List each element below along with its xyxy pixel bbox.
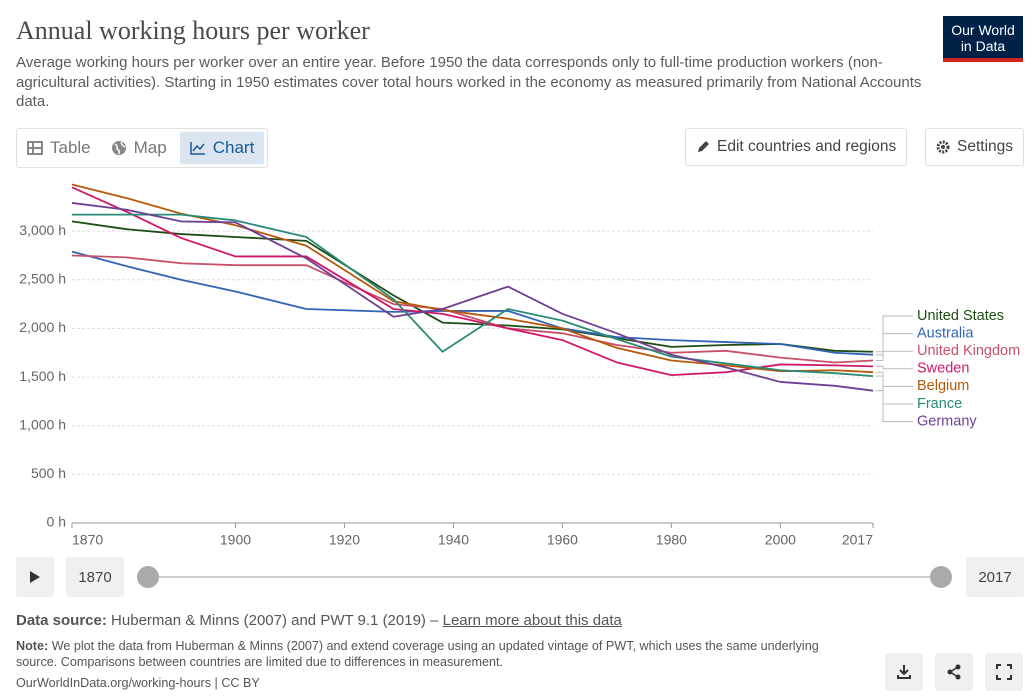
source-label: Data source: [16,612,107,629]
legend-label: United States [917,308,1004,324]
note-text: We plot the data from Huberman & Minns (… [16,639,819,669]
icon [936,140,950,154]
share-button[interactable] [935,653,973,691]
series-line [71,220,874,353]
y-tick-label: 1,500 h [19,368,66,384]
download-button[interactable] [885,653,923,691]
icon [947,664,961,680]
note: Note: We plot the data from Huberman & M… [16,638,836,670]
button-label: Settings [957,138,1014,155]
timeline-handle[interactable] [137,566,159,588]
note-label: Note: [16,639,49,653]
x-tick-label: 1920 [329,532,360,548]
y-tick-label: 1,000 h [19,416,66,432]
x-tick-label: 1870 [72,532,103,548]
series-line [72,213,874,377]
legend-label: Germany [917,413,977,429]
button-label: Edit countries and regions [717,138,897,155]
legend-label: Belgium [917,378,969,394]
legend-connector [876,390,913,423]
fullscreen-button[interactable] [985,653,1023,691]
x-tick-label: 1980 [656,532,687,548]
timeline-track [148,576,941,578]
tab[interactable]: Table [17,129,101,167]
logo[interactable]: Our World in Data [943,16,1023,62]
legend-connector [876,371,913,387]
y-tick-label: 0 h [47,514,66,530]
title: Annual working hours per worker [16,16,370,45]
logo-line: Our World [951,22,1015,38]
icon [996,664,1012,680]
icon [698,141,709,152]
legend-connector [876,375,913,405]
x-tick-label: 2017 [842,532,873,548]
legend-label: France [917,396,962,412]
series-line [71,183,874,374]
legend-label: Australia [917,325,974,341]
source-line: Data source: Huberman & Minns (2007) and… [16,612,622,629]
series-line [71,250,874,356]
learn-more-link[interactable]: Learn more about this data [442,612,622,629]
timeline-end[interactable]: 2017 [966,557,1024,597]
x-tick-label: 2000 [765,532,796,548]
chart: 0 h 500 h 1,000 h 1,500 h 2,000 h 2,500 h 3,00… [19,183,1020,548]
series-line [71,254,874,364]
y-tick-label: 500 h [31,465,66,481]
y-tick-label: 2,500 h [19,270,66,286]
tab-label: Table [50,138,91,157]
x-tick-label: 1940 [438,532,469,548]
icon [189,142,205,155]
legend-connector [876,365,913,370]
timeline-start[interactable]: 1870 [66,557,124,597]
icon [30,571,40,583]
edit-button[interactable]: Edit countries and regions [685,128,908,166]
subtitle: Average working hours per worker over an… [16,54,922,110]
timeline-handle[interactable] [930,566,952,588]
play-button[interactable] [16,557,54,597]
tab-label: Map [133,138,167,157]
tab-label: Chart [212,138,255,157]
legend-label: Sweden [917,361,969,377]
icon [27,141,43,155]
logo-line: in Data [960,38,1006,54]
tab[interactable]: Chart [179,132,265,164]
source: Huberman & Minns (2007) and PWT 9.1 (201… [111,612,439,629]
url: OurWorldInData.org/working-hours | CC BY [16,676,260,690]
series-line [71,202,874,392]
legend-label: United Kingdom [917,343,1020,359]
tab[interactable]: Map [101,129,177,167]
legend-connector [876,333,913,356]
y-tick-label: 3,000 h [19,222,66,238]
tab-bar: Table Map Chart [16,128,269,168]
legend-connector [876,350,913,362]
y-tick-label: 2,000 h [19,319,66,335]
icon [897,665,911,679]
x-tick-label: 1960 [547,532,578,548]
x-tick-label: 1900 [220,532,251,548]
icon [111,141,126,155]
settings-button[interactable]: Settings [925,128,1025,166]
series-line [71,186,874,377]
